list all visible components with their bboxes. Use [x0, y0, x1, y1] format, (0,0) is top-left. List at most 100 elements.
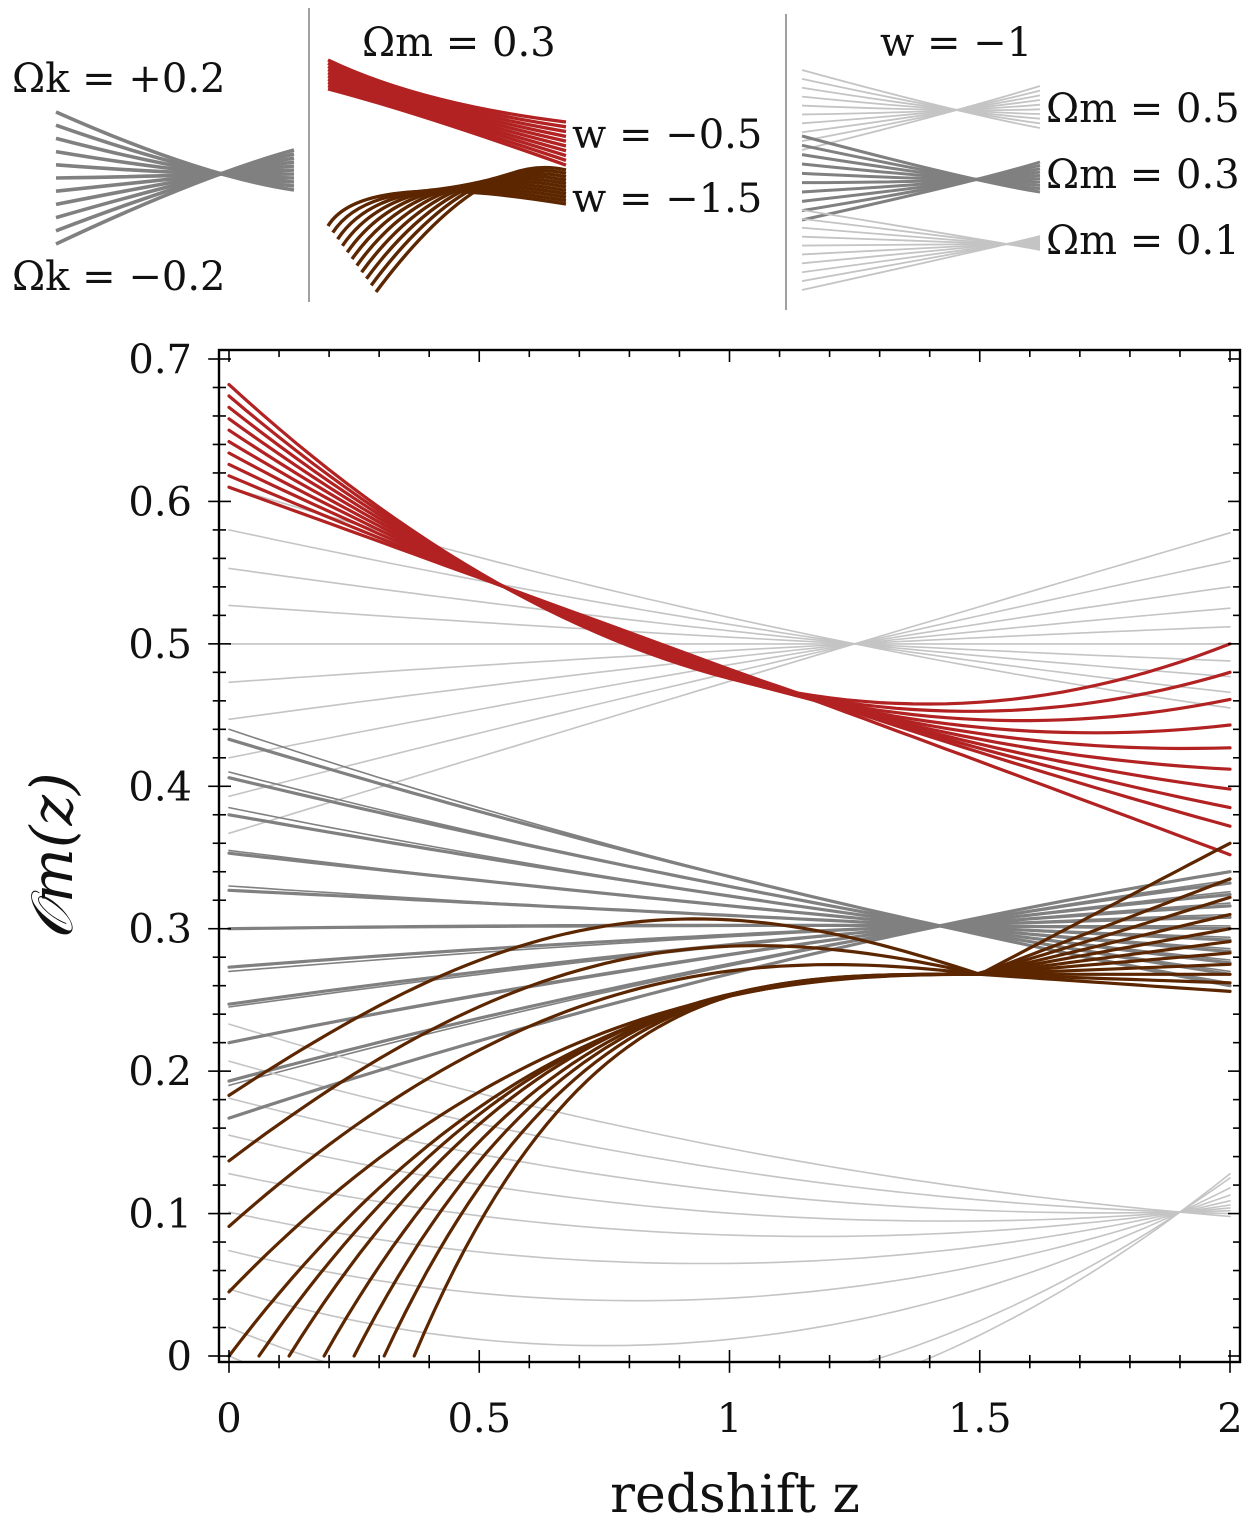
- legend-omega-m-0-5-line: [801, 86, 1041, 120]
- legend-omega-m-0-1-line: [801, 238, 1041, 274]
- legend-omega-k-minus-label: Ωk = −0.2: [12, 254, 225, 300]
- series-line: [228, 1177, 1231, 1362]
- legend-w-minus-0-5-line: [327, 74, 567, 148]
- legend-omega-m-0-5-line: [801, 78, 1041, 125]
- series-line: [227, 963, 1232, 1228]
- series-line: [227, 870, 1232, 1120]
- legend-curvature-line: [55, 136, 295, 184]
- y-tick-label: 0.6: [128, 479, 192, 525]
- legend-curvature-line: [55, 123, 295, 188]
- x-axis-label: redshift z: [610, 1465, 860, 1523]
- series-line: [228, 1194, 1231, 1302]
- y-tick-label: 0.2: [128, 1049, 192, 1095]
- legend-w-minus-0-5-line: [327, 83, 567, 163]
- legend-curvature-swatch: [55, 110, 295, 246]
- legend-w-minus-1-5-line: [374, 165, 567, 294]
- legend-w-minus-1-5-label: w = −1.5: [572, 176, 762, 222]
- legend-w-swatch: [326, 58, 567, 294]
- legend-omega-m-0-5-line: [801, 94, 1041, 134]
- series-line: [227, 923, 1232, 931]
- legend-w-minus-1-5-line: [355, 176, 567, 267]
- legend-omega-m-0-5-line: [801, 104, 1041, 112]
- legend-omega-m-0-1-line: [801, 236, 1041, 282]
- series-line: [257, 939, 1232, 1358]
- legend-omega-m-title: Ωm = 0.3: [362, 20, 556, 66]
- series-line: [228, 586, 1231, 759]
- legend-panel-omega-m: w = −1 Ωm = 0.5 Ωm = 0.3 Ωm = 0.1: [801, 20, 1240, 291]
- y-tick-label: 0.1: [128, 1192, 192, 1238]
- series-line: [228, 1023, 1231, 1218]
- legend-omega-m-0-5-line: [801, 69, 1041, 129]
- axis-ticks: [208, 350, 1240, 1373]
- legend-curvature-line: [55, 160, 295, 207]
- series-line: [227, 851, 1232, 954]
- legend-w-minus-1-5-line: [369, 168, 567, 287]
- legend-w-minus-0-5-line: [327, 87, 567, 167]
- legend-curvature-line: [55, 152, 295, 233]
- legend-w-minus-0-5-line: [327, 80, 567, 158]
- x-tick-label: 1.5: [948, 1396, 1012, 1442]
- legend-omega-m-0-5-line: [801, 89, 1041, 142]
- legend-omega-m-0-5-label: Ωm = 0.5: [1046, 86, 1240, 132]
- legend-curvature-line: [55, 168, 295, 180]
- series-line: [228, 567, 1231, 678]
- legend-omega-m-0-1-line: [801, 217, 1041, 250]
- legend-omega-m-0-1-line: [801, 241, 1041, 256]
- series-line: [412, 841, 1232, 1358]
- legend-w-minus-0-5-line: [327, 58, 567, 124]
- series-line: [228, 1134, 1231, 1222]
- legend-w-minus-1-5-line: [340, 184, 567, 247]
- series-line: [228, 532, 1231, 835]
- series-line: [228, 626, 1231, 684]
- legend-omega-m-0-1-line: [801, 239, 1041, 265]
- legend-omega-m-0-5-line: [801, 99, 1041, 125]
- series-line: [227, 917, 1232, 1097]
- legend-w-minus-0-5-line: [327, 61, 567, 129]
- series-line: [227, 737, 1232, 988]
- series-line: [227, 892, 1232, 1045]
- legend-curvature-line: [55, 156, 295, 220]
- y-tick-label: 0.4: [128, 764, 192, 810]
- series-line: [228, 885, 1231, 939]
- legend-w-minus-0-5-line: [327, 64, 567, 134]
- legend-omega-m-0-1-line: [801, 235, 1041, 247]
- legend-panel-w: Ωm = 0.3 w = −0.5 w = −1.5: [326, 20, 762, 294]
- legend-w-minus-0-5-line: [327, 68, 567, 139]
- series-line: [227, 383, 1232, 706]
- series-line: [228, 529, 1231, 694]
- y-tick-label: 0.5: [128, 622, 192, 668]
- legend-omega-m-0-5-line: [801, 95, 1041, 115]
- series-line: [228, 604, 1231, 662]
- legend-curvature-line: [55, 164, 295, 193]
- legend-omega-m-0-3-label: Ωm = 0.3: [1046, 152, 1240, 198]
- legend-omega-m-swatch: [801, 69, 1041, 291]
- legend-curvature-line: [55, 148, 295, 246]
- x-tick-label: 2: [1217, 1396, 1242, 1442]
- y-tick-label: 0: [167, 1334, 192, 1380]
- y-tick-label: 0.7: [128, 337, 192, 383]
- legend-w-minus-0-5-line: [327, 71, 567, 143]
- axis-tick-labels: 0 0.5 1 1.5 2 0 0.1 0.2 0.3 0.4 0.5 0.6 0.7: [128, 337, 1242, 1442]
- series-line: [227, 881, 1232, 1083]
- series-line: [228, 1060, 1231, 1215]
- legend-w-minus-1-5-line: [345, 181, 567, 254]
- series-line: [227, 462, 1232, 810]
- legend-w-minus-1-title: w = −1: [880, 20, 1032, 66]
- series-line: [227, 915, 1232, 969]
- y-axis-label: 𝒪m(z): [18, 772, 86, 939]
- legend-omega-m-0-1-line: [801, 242, 1041, 247]
- series-line: [227, 485, 1232, 857]
- x-tick-label: 1: [717, 1396, 742, 1442]
- x-tick-label: 0.5: [447, 1396, 511, 1442]
- y-tick-label: 0.3: [128, 907, 192, 953]
- series-line: [228, 1097, 1231, 1214]
- legend: Ωk = +0.2 Ωk = −0.2 Ωm = 0.3 w = −0.5 w …: [12, 8, 1240, 310]
- legend-omega-m-0-5-line: [801, 85, 1041, 151]
- legend-omega-m-0-1-line: [801, 226, 1041, 248]
- series-line: [228, 1172, 1231, 1238]
- legend-omega-k-plus-label: Ωk = +0.2: [12, 56, 225, 102]
- x-tick-label: 0: [216, 1396, 241, 1442]
- series-line: [228, 771, 1231, 973]
- legend-omega-m-0-3-line: [801, 162, 1041, 184]
